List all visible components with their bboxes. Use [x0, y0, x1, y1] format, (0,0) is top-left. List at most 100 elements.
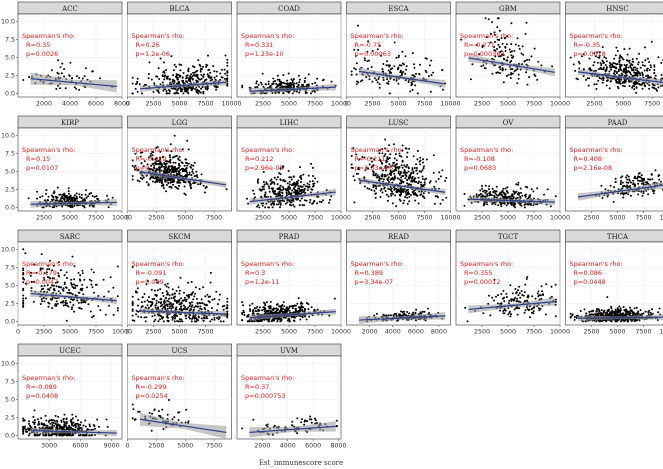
data-point [628, 85, 631, 87]
data-point [166, 179, 169, 182]
data-point [297, 297, 300, 300]
data-point [387, 195, 390, 198]
data-point [195, 74, 198, 77]
data-point [170, 150, 173, 153]
data-point [164, 306, 166, 309]
data-point [160, 169, 163, 172]
data-point [612, 77, 615, 80]
data-point [188, 181, 191, 184]
data-point [173, 134, 176, 137]
data-point [307, 83, 310, 86]
data-point [279, 187, 281, 190]
data-point [296, 191, 299, 193]
data-point [172, 78, 174, 81]
data-point [261, 204, 264, 207]
data-point [197, 305, 199, 308]
data-point [384, 138, 387, 141]
x-tick-label: 6000 [88, 101, 104, 108]
data-point [159, 305, 162, 308]
data-point [388, 92, 391, 95]
data-point [252, 320, 255, 323]
data-point [400, 164, 403, 167]
data-point [107, 290, 110, 293]
data-point [84, 67, 87, 70]
data-point [513, 192, 516, 195]
data-point [200, 298, 203, 301]
data-point [310, 162, 313, 165]
data-point [168, 89, 170, 91]
data-point [299, 190, 302, 193]
data-point [192, 71, 195, 74]
data-point [76, 284, 79, 287]
data-point [629, 71, 632, 74]
data-point [116, 295, 119, 298]
data-point [167, 165, 170, 168]
data-point [22, 297, 25, 300]
data-point [657, 56, 660, 59]
data-point [72, 199, 75, 202]
data-point [154, 157, 157, 160]
data-point [421, 169, 424, 172]
data-point [22, 302, 25, 305]
data-point [151, 315, 154, 318]
data-point [187, 67, 190, 70]
data-point [176, 315, 179, 317]
data-point [469, 78, 472, 81]
data-point [401, 73, 404, 76]
data-point [301, 188, 304, 191]
data-point [57, 272, 60, 275]
data-point [498, 39, 501, 41]
data-point [422, 195, 425, 198]
data-point [400, 182, 403, 185]
data-point [495, 185, 498, 188]
data-point [167, 286, 170, 289]
data-point [137, 298, 140, 301]
data-point [593, 61, 596, 64]
data-point [165, 69, 168, 71]
data-point [533, 47, 536, 50]
data-point [255, 80, 258, 83]
x-tick-label: 5000 [281, 215, 297, 222]
data-point [45, 192, 47, 195]
data-point [161, 181, 164, 184]
data-point [519, 195, 522, 198]
data-point [636, 69, 639, 72]
data-point [650, 66, 652, 69]
data-point [416, 158, 419, 161]
data-point [45, 297, 48, 300]
data-point [405, 165, 408, 168]
data-point [82, 301, 85, 304]
annotation-r: R=-0.211 [355, 155, 386, 163]
data-point [147, 77, 150, 80]
data-point [412, 74, 415, 77]
annotation-title: Spearman's rho: [570, 146, 623, 154]
data-point [221, 76, 224, 79]
data-point [183, 185, 186, 188]
data-point [226, 84, 229, 87]
data-point [352, 147, 355, 150]
data-point [51, 198, 53, 201]
data-point [194, 292, 197, 295]
data-point [395, 56, 398, 59]
data-point [484, 184, 487, 187]
data-point [262, 202, 265, 205]
data-point [396, 166, 399, 169]
data-point [279, 206, 281, 209]
data-point [371, 160, 374, 163]
x-tick-label: 8000 [114, 101, 130, 108]
data-point [430, 74, 433, 77]
data-point [173, 292, 176, 295]
data-point [179, 181, 182, 184]
data-point [189, 293, 192, 296]
data-point [147, 167, 150, 170]
data-point [76, 75, 78, 78]
data-point [81, 272, 84, 275]
data-point [112, 313, 115, 316]
data-point [63, 68, 66, 71]
data-point [384, 147, 386, 150]
data-point [226, 313, 229, 316]
data-point [290, 178, 293, 181]
data-point [372, 170, 374, 173]
data-point [651, 86, 654, 89]
